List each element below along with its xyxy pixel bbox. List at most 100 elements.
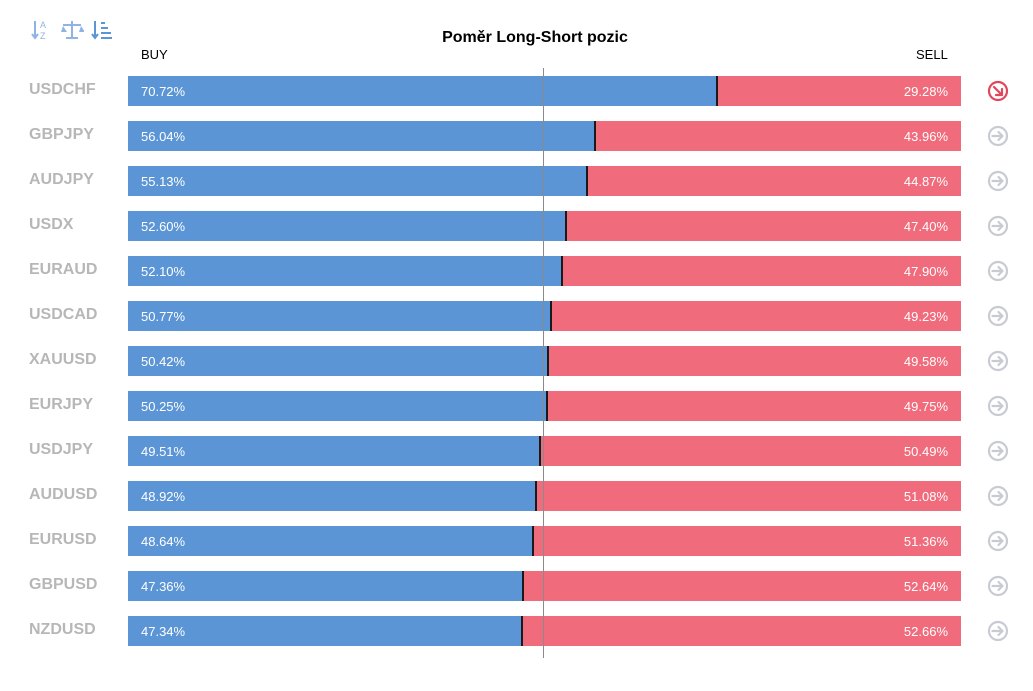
sell-bar bbox=[533, 526, 961, 556]
symbol-label: USDX bbox=[29, 216, 74, 233]
bar-divider bbox=[532, 526, 534, 556]
ratio-bar[interactable]: 47.36% 52.64% bbox=[128, 571, 961, 601]
buy-bar bbox=[128, 121, 595, 151]
arrow-right-circle-icon[interactable] bbox=[987, 485, 1009, 507]
symbol-label: USDJPY bbox=[29, 441, 94, 458]
arrow-right-circle-icon[interactable] bbox=[987, 440, 1009, 462]
table-row: EURUSD 48.64% 51.36% bbox=[0, 526, 1033, 556]
arrow-down-right-circle-icon[interactable] bbox=[987, 80, 1009, 102]
buy-value-label: 70.72% bbox=[141, 84, 186, 99]
table-row: AUDJPY 55.13% 44.87% bbox=[0, 166, 1033, 196]
arrow-right-circle-icon[interactable] bbox=[987, 125, 1009, 147]
buy-bar bbox=[128, 76, 717, 106]
sell-value-label: 47.40% bbox=[903, 219, 948, 234]
arrow-right-circle-icon[interactable] bbox=[987, 530, 1009, 552]
sell-value-label: 43.96% bbox=[903, 129, 948, 144]
ratio-bar[interactable]: 70.72% 29.28% bbox=[128, 76, 961, 106]
sort-alphabetical-icon[interactable]: A Z bbox=[30, 18, 54, 42]
ratio-bar[interactable]: 48.92% 51.08% bbox=[128, 481, 961, 511]
buy-value-label: 47.36% bbox=[141, 579, 186, 594]
sell-bar bbox=[595, 121, 961, 151]
toolbar: A Z bbox=[30, 18, 114, 42]
ratio-bar[interactable]: 50.77% 49.23% bbox=[128, 301, 961, 331]
symbol-label: EURJPY bbox=[29, 396, 94, 413]
sell-bar bbox=[562, 256, 961, 286]
symbol-label: USDCAD bbox=[29, 306, 98, 323]
sell-bar bbox=[551, 301, 961, 331]
sell-bar bbox=[536, 481, 961, 511]
ratio-bar[interactable]: 50.42% 49.58% bbox=[128, 346, 961, 376]
arrow-right-circle-icon[interactable] bbox=[987, 305, 1009, 327]
symbol-label: EURUSD bbox=[29, 531, 97, 548]
arrow-right-circle-icon[interactable] bbox=[987, 170, 1009, 192]
buy-value-label: 52.60% bbox=[141, 219, 186, 234]
ratio-bar[interactable]: 55.13% 44.87% bbox=[128, 166, 961, 196]
symbol-label: AUDJPY bbox=[29, 171, 94, 188]
svg-text:A: A bbox=[40, 20, 46, 30]
buy-bar bbox=[128, 166, 587, 196]
symbol-label: AUDUSD bbox=[29, 486, 98, 503]
sell-label: SELL bbox=[916, 47, 948, 62]
symbol-label: EURAUD bbox=[29, 261, 98, 278]
buy-bar bbox=[128, 211, 566, 241]
sell-value-label: 49.75% bbox=[903, 399, 948, 414]
arrow-right-circle-icon[interactable] bbox=[987, 395, 1009, 417]
sell-bar bbox=[587, 166, 961, 196]
buy-value-label: 48.92% bbox=[141, 489, 186, 504]
symbol-label: XAUUSD bbox=[29, 351, 97, 368]
arrow-right-circle-icon[interactable] bbox=[987, 575, 1009, 597]
bar-divider bbox=[561, 256, 563, 286]
ratio-bar[interactable]: 56.04% 43.96% bbox=[128, 121, 961, 151]
table-row: NZDUSD 47.34% 52.66% bbox=[0, 616, 1033, 646]
table-row: GBPJPY 56.04% 43.96% bbox=[0, 121, 1033, 151]
bar-divider bbox=[539, 436, 541, 466]
ratio-bar[interactable]: 50.25% 49.75% bbox=[128, 391, 961, 421]
arrow-right-circle-icon[interactable] bbox=[987, 350, 1009, 372]
table-row: AUDUSD 48.92% 51.08% bbox=[0, 481, 1033, 511]
center-reference-line bbox=[543, 68, 544, 658]
sell-value-label: 51.36% bbox=[903, 534, 948, 549]
table-row: EURJPY 50.25% 49.75% bbox=[0, 391, 1033, 421]
buy-bar bbox=[128, 526, 533, 556]
buy-bar bbox=[128, 571, 523, 601]
sell-value-label: 47.90% bbox=[903, 264, 948, 279]
bar-divider bbox=[594, 121, 596, 151]
buy-label: BUY bbox=[141, 47, 168, 62]
bar-divider bbox=[550, 301, 552, 331]
balance-scale-icon[interactable] bbox=[60, 18, 84, 42]
buy-bar bbox=[128, 481, 536, 511]
table-row: XAUUSD 50.42% 49.58% bbox=[0, 346, 1033, 376]
sell-value-label: 44.87% bbox=[903, 174, 948, 189]
arrow-right-circle-icon[interactable] bbox=[987, 620, 1009, 642]
table-row: USDCAD 50.77% 49.23% bbox=[0, 301, 1033, 331]
ratio-bar[interactable]: 52.10% 47.90% bbox=[128, 256, 961, 286]
ratio-bar[interactable]: 47.34% 52.66% bbox=[128, 616, 961, 646]
buy-bar bbox=[128, 436, 540, 466]
table-row: USDCHF 70.72% 29.28% bbox=[0, 76, 1033, 106]
bar-divider bbox=[546, 391, 548, 421]
sell-bar bbox=[540, 436, 961, 466]
buy-bar bbox=[128, 301, 551, 331]
arrow-right-circle-icon[interactable] bbox=[987, 260, 1009, 282]
ratio-bar[interactable]: 48.64% 51.36% bbox=[128, 526, 961, 556]
table-row: USDJPY 49.51% 50.49% bbox=[0, 436, 1033, 466]
ratio-bar[interactable]: 49.51% 50.49% bbox=[128, 436, 961, 466]
bar-divider bbox=[565, 211, 567, 241]
buy-bar bbox=[128, 256, 562, 286]
buy-value-label: 50.42% bbox=[141, 354, 186, 369]
bar-divider bbox=[547, 346, 549, 376]
bar-divider bbox=[535, 481, 537, 511]
buy-value-label: 50.77% bbox=[141, 309, 186, 324]
table-row: GBPUSD 47.36% 52.64% bbox=[0, 571, 1033, 601]
buy-bar bbox=[128, 391, 547, 421]
symbol-label: USDCHF bbox=[29, 81, 96, 98]
sell-value-label: 51.08% bbox=[903, 489, 948, 504]
sell-value-label: 50.49% bbox=[903, 444, 948, 459]
sell-value-label: 49.23% bbox=[903, 309, 948, 324]
sort-descending-icon[interactable] bbox=[90, 18, 114, 42]
arrow-right-circle-icon[interactable] bbox=[987, 215, 1009, 237]
bar-divider bbox=[716, 76, 718, 106]
table-row: EURAUD 52.10% 47.90% bbox=[0, 256, 1033, 286]
bar-divider bbox=[521, 616, 523, 646]
ratio-bar[interactable]: 52.60% 47.40% bbox=[128, 211, 961, 241]
